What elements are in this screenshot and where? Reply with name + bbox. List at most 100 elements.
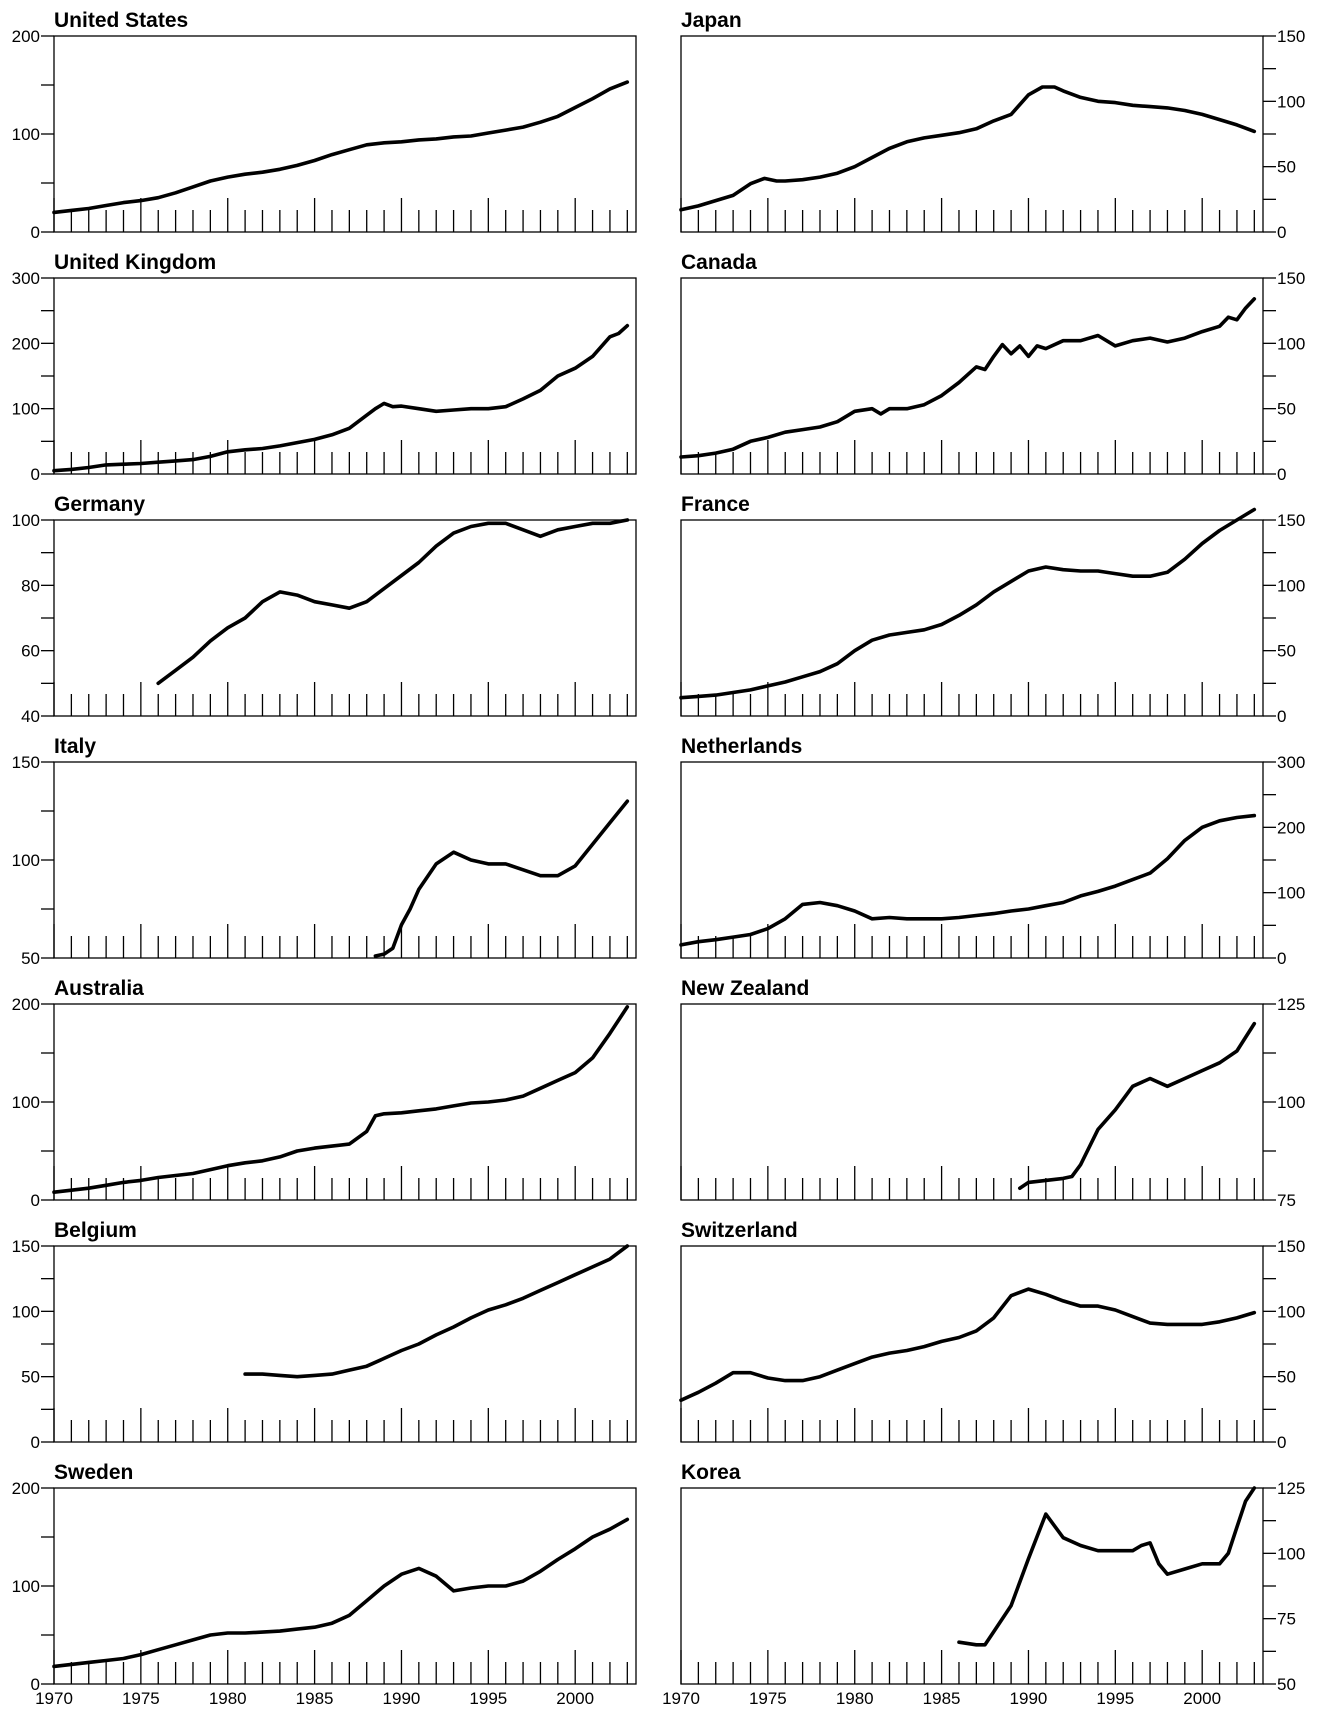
x-tick-label: 1975 (122, 1689, 160, 1708)
panel-belgium: Belgium 0 50 100 150 (12, 1219, 637, 1452)
y-tick-label: 300 (1277, 753, 1305, 772)
panel-title: Canada (681, 251, 757, 274)
y-tick-label: 100 (12, 1093, 40, 1112)
x-tick-label: 1985 (296, 1689, 334, 1708)
y-tick-label: 50 (21, 1368, 40, 1387)
panel-germany: Germany 40 60 80 100 (12, 493, 637, 726)
y-tick-label: 60 (21, 642, 40, 661)
y-tick-label: 150 (12, 1237, 40, 1256)
y-tick-label: 150 (1277, 1237, 1305, 1256)
panel-canada: Canada 0 50 100 150 (679, 251, 1305, 484)
y-tick-label: 100 (1277, 884, 1305, 903)
y-tick-label: 0 (31, 465, 40, 484)
y-tick-label: 300 (12, 269, 40, 288)
series-line-united-states (52, 80, 630, 215)
panel-korea: Korea 50 75 100 125 1970 1975 1980 1985 1990 1995 2… (662, 1461, 1305, 1708)
series-line-canada (679, 297, 1257, 459)
y-tick-label: 50 (1277, 1368, 1296, 1387)
y-tick-label: 100 (12, 851, 40, 870)
y-tick-label: 0 (1277, 707, 1286, 726)
y-tick-label: 100 (12, 511, 40, 530)
y-tick-label: 0 (31, 223, 40, 242)
panel-title: Korea (681, 1461, 741, 1484)
y-tick-label: 100 (1277, 576, 1305, 595)
y-tick-label: 200 (12, 334, 40, 353)
panel-japan: Japan 0 50 100 150 (679, 9, 1305, 242)
y-tick-label: 0 (31, 1191, 40, 1210)
x-tick-label: 2000 (1183, 1689, 1221, 1708)
y-tick-label: 150 (1277, 269, 1305, 288)
y-tick-label: 200 (1277, 818, 1305, 837)
y-tick-label: 0 (31, 1675, 40, 1694)
y-tick-label: 125 (1277, 995, 1305, 1014)
panel-title: Germany (54, 493, 145, 516)
y-tick-label: 100 (12, 400, 40, 419)
y-tick-label: 100 (1277, 1544, 1305, 1563)
panel-united-states: United States 0 100 200 (12, 9, 637, 242)
series-line-new-zealand (1017, 1021, 1257, 1190)
y-tick-label: 200 (12, 995, 40, 1014)
panel-australia: Australia 0 100 200 (12, 977, 637, 1210)
y-tick-label: 100 (12, 1302, 40, 1321)
series-line-australia (52, 1005, 630, 1194)
panel-sweden: Sweden 0 100 200 1970 1975 1980 1985 1990 1995 200… (12, 1461, 637, 1708)
y-tick-label: 125 (1277, 1479, 1305, 1498)
panel-title: Belgium (54, 1219, 137, 1242)
series-line-belgium (243, 1244, 630, 1379)
x-tick-label: 1995 (1096, 1689, 1134, 1708)
y-tick-label: 100 (1277, 92, 1305, 111)
y-tick-label: 50 (1277, 1675, 1296, 1694)
y-tick-label: 0 (1277, 1433, 1286, 1452)
panel-title: Sweden (54, 1461, 133, 1484)
panel-title: Italy (54, 735, 96, 758)
series-line-switzerland (679, 1287, 1257, 1402)
series-line-germany (156, 518, 630, 686)
y-tick-label: 0 (1277, 223, 1286, 242)
y-tick-label: 100 (12, 125, 40, 144)
panel-france: France 0 50 100 150 (679, 493, 1305, 726)
x-tick-label: 1975 (749, 1689, 787, 1708)
x-tick-label: 1990 (1010, 1689, 1048, 1708)
y-tick-label: 40 (21, 707, 40, 726)
x-tick-label: 1990 (383, 1689, 421, 1708)
panel-title: Australia (54, 977, 144, 1000)
panel-title: United Kingdom (54, 251, 216, 274)
x-tick-label: 1985 (923, 1689, 961, 1708)
panel-switzerland: Switzerland 0 50 100 150 (679, 1219, 1305, 1452)
y-tick-label: 100 (1277, 334, 1305, 353)
panel-netherlands: Netherlands 0 100 200 300 (679, 735, 1305, 968)
series-line-netherlands (679, 813, 1257, 947)
series-line-united-kingdom (52, 323, 630, 473)
panel-title: United States (54, 9, 188, 32)
y-tick-label: 0 (31, 1433, 40, 1452)
series-line-sweden (52, 1517, 630, 1669)
y-tick-label: 200 (12, 27, 40, 46)
panel-title: France (681, 493, 750, 516)
y-tick-label: 150 (1277, 27, 1305, 46)
y-tick-label: 100 (1277, 1302, 1305, 1321)
y-tick-label: 150 (12, 753, 40, 772)
panel-new-zealand: New Zealand 75 100 125 (680, 977, 1305, 1210)
y-tick-label: 50 (1277, 400, 1296, 419)
x-tick-label: 1995 (469, 1689, 507, 1708)
y-tick-label: 80 (21, 576, 40, 595)
y-tick-label: 0 (1277, 949, 1286, 968)
y-tick-label: 0 (1277, 465, 1286, 484)
y-tick-label: 75 (1277, 1191, 1296, 1210)
panel-united-kingdom: United Kingdom 0 100 200 300 (12, 251, 637, 484)
panel-title: Switzerland (681, 1219, 798, 1242)
series-line-japan (679, 85, 1257, 212)
x-tick-label: 1980 (209, 1689, 247, 1708)
y-tick-label: 100 (1277, 1093, 1305, 1112)
x-tick-label: 1980 (836, 1689, 874, 1708)
x-tick-label: 1970 (662, 1689, 700, 1708)
y-tick-label: 100 (12, 1577, 40, 1596)
y-tick-label: 200 (12, 1479, 40, 1498)
x-tick-label: 1970 (35, 1689, 73, 1708)
series-line-korea (957, 1486, 1257, 1647)
y-tick-label: 50 (21, 949, 40, 968)
series-line-france (679, 507, 1257, 700)
panel-title: New Zealand (681, 977, 809, 1000)
panel-title: Japan (681, 9, 742, 32)
